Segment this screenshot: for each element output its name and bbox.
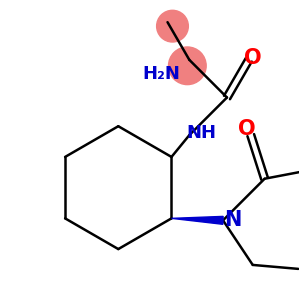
Text: H₂N: H₂N [142, 65, 181, 83]
Circle shape [169, 47, 206, 85]
Text: O: O [238, 119, 256, 139]
Polygon shape [172, 216, 223, 224]
Text: N: N [224, 210, 242, 230]
Text: NH: NH [186, 124, 216, 142]
Text: O: O [244, 48, 262, 68]
Circle shape [157, 10, 188, 42]
